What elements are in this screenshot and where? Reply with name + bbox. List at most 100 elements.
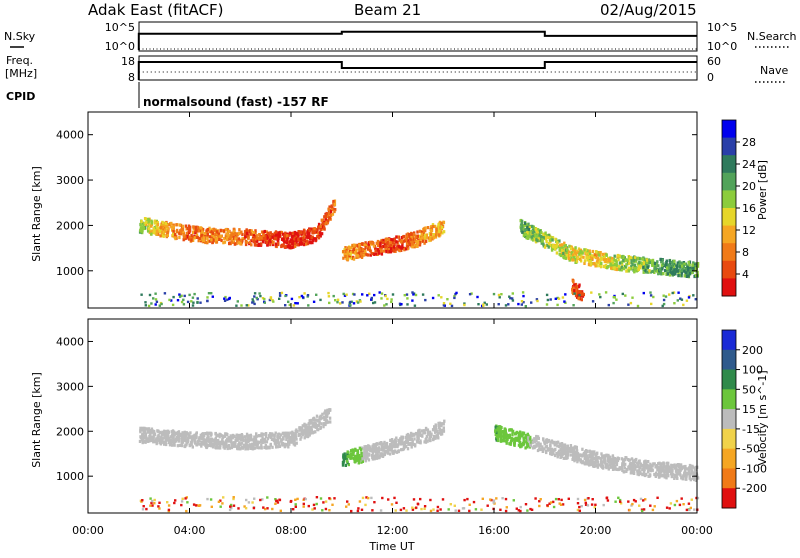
colorbar-tick-label: 100 [742, 364, 763, 377]
range-cell-mark [689, 472, 692, 477]
range-cell-mark [261, 297, 265, 300]
range-cell-mark [647, 467, 650, 472]
range-cell-mark [532, 238, 535, 242]
range-cell-mark [665, 272, 668, 276]
range-cell-mark [373, 252, 376, 256]
range-cell-mark [214, 439, 217, 443]
range-cell-mark [291, 241, 294, 245]
range-cell-mark [628, 458, 631, 462]
range-cell-mark [418, 431, 422, 435]
range-cell-mark [219, 228, 222, 232]
range-cell-mark [251, 232, 254, 237]
range-cell-mark [296, 430, 299, 434]
range-cell-mark [352, 450, 355, 454]
range-cell-mark [515, 430, 519, 434]
range-cell-mark [540, 241, 543, 245]
range-cell-mark [691, 476, 695, 480]
range-cell-mark [554, 497, 558, 501]
range-cell-mark [612, 258, 616, 262]
range-cell-mark [413, 237, 417, 241]
range-cell-mark [678, 470, 682, 474]
range-cell-mark [323, 222, 327, 226]
range-cell-mark [328, 509, 331, 512]
range-cell-mark [336, 301, 339, 304]
range-cell-mark [363, 252, 367, 256]
range-cell-mark [174, 499, 177, 502]
range-cell-mark [665, 259, 668, 263]
range-cell-mark [365, 448, 369, 452]
range-cell-mark [237, 507, 240, 510]
range-cell-mark [650, 302, 653, 306]
range-cell-mark [624, 265, 627, 269]
range-cell-mark [358, 243, 361, 247]
range-cell-mark [260, 230, 264, 234]
range-cell-mark [419, 497, 422, 501]
range-cell-mark [616, 458, 620, 462]
range-cell-mark [566, 444, 569, 448]
range-cell-mark [289, 437, 293, 441]
range-cell-mark [568, 250, 571, 254]
range-cell-mark [300, 242, 304, 246]
range-cell-mark [442, 422, 445, 426]
range-cell-mark [143, 226, 147, 230]
range-cell-mark [498, 428, 502, 432]
range-cell-mark [347, 463, 350, 467]
range-cell-mark [534, 497, 537, 500]
range-cell-mark [291, 231, 295, 235]
range-cell-mark [543, 447, 546, 451]
range-cell-mark [197, 239, 200, 243]
range-cell-mark [412, 498, 416, 501]
range-cell-mark [629, 267, 633, 271]
range-cell-mark [585, 449, 588, 453]
range-cell-mark [530, 237, 533, 241]
range-cell-mark [503, 427, 506, 431]
range-cell-mark [141, 508, 145, 511]
range-cell-mark [385, 303, 388, 306]
range-cell-mark [295, 441, 298, 445]
range-cell-mark [353, 243, 356, 247]
range-cell-mark [678, 503, 682, 507]
range-cell-mark [633, 459, 636, 464]
range-cell-mark [561, 243, 564, 247]
range-cell-mark [190, 236, 193, 240]
range-cell-mark [683, 467, 687, 471]
range-cell-mark [162, 440, 165, 445]
range-cell-mark [222, 229, 226, 233]
range-cell-mark [535, 298, 539, 301]
range-cell-mark [263, 229, 266, 234]
range-cell-mark [689, 464, 692, 468]
range-cell-mark [363, 445, 366, 449]
range-cell-mark [195, 436, 198, 440]
range-cell-mark [646, 470, 650, 474]
range-cell-mark [269, 236, 272, 240]
range-cell-mark [294, 498, 297, 501]
range-cell-mark [565, 454, 568, 458]
range-cell-mark [560, 498, 563, 502]
range-cell-mark [182, 235, 186, 239]
range-cell-mark [403, 248, 406, 252]
range-cell-mark [193, 292, 196, 296]
range-cell-mark [633, 463, 636, 467]
range-cell-mark [277, 432, 281, 436]
range-cell-mark [268, 233, 271, 237]
range-cell-mark [181, 224, 185, 228]
range-cell-mark [590, 458, 593, 462]
range-cell-mark [457, 509, 461, 512]
range-cell-mark [524, 446, 527, 450]
range-cell-mark [269, 435, 272, 439]
range-cell-mark [541, 237, 544, 241]
range-cell-mark [538, 448, 541, 452]
range-cell-mark [264, 434, 268, 439]
range-cell-mark [588, 454, 591, 458]
range-cell-mark [206, 445, 209, 449]
range-cell-mark [160, 431, 164, 435]
range-cell-mark [163, 429, 166, 433]
range-cell-mark [248, 240, 251, 244]
range-cell-mark [638, 256, 641, 261]
range-cell-mark [200, 444, 203, 448]
range-cell-mark [226, 236, 229, 240]
range-cell-mark [324, 500, 328, 503]
range-cell-mark [432, 508, 435, 511]
